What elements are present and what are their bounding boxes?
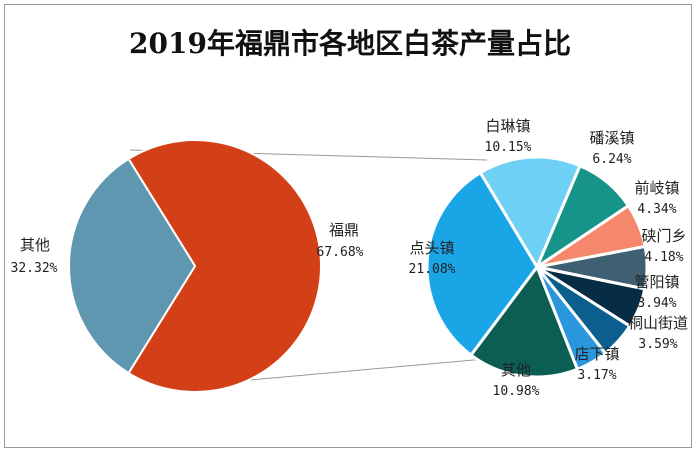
secondary-value-3: 4.18% [644, 250, 683, 265]
secondary-label-4: 管阳镇 [634, 273, 679, 291]
main-label-fuding: 福鼎 [329, 221, 359, 239]
secondary-slice-0 [478, 155, 582, 271]
secondary-label-5: 桐山街道 [628, 314, 688, 332]
secondary-label-1: 磻溪镇 [589, 129, 634, 147]
secondary-label-7: 其他 [501, 361, 531, 379]
secondary-label-6: 店下镇 [574, 345, 619, 363]
secondary-slice-7 [468, 263, 580, 379]
secondary-value-6: 3.17% [577, 368, 616, 383]
main-value-fuding: 67.68% [317, 245, 364, 260]
secondary-value-8: 21.08% [409, 262, 456, 277]
main-label-others: 其他 [20, 236, 50, 254]
secondary-label-0: 白琳镇 [485, 117, 530, 135]
secondary-value-4: 3.94% [637, 296, 676, 311]
secondary-label-2: 前岐镇 [634, 179, 679, 197]
main-value-others: 32.32% [11, 261, 58, 276]
secondary-value-2: 4.34% [637, 202, 676, 217]
secondary-value-7: 10.98% [493, 384, 540, 399]
secondary-label-8: 点头镇 [409, 239, 454, 257]
secondary-label-3: 硖门乡 [641, 227, 686, 245]
secondary-value-0: 10.15% [485, 140, 532, 155]
main-slice-fuding [127, 139, 322, 393]
main-slice-others [68, 157, 197, 375]
secondary-value-1: 6.24% [592, 152, 631, 167]
chart-title: 2019年福鼎市各地区白茶产量占比 [129, 27, 571, 60]
chart-frame [4, 4, 692, 448]
secondary-slice-8 [425, 170, 539, 358]
secondary-value-5: 3.59% [638, 337, 677, 352]
